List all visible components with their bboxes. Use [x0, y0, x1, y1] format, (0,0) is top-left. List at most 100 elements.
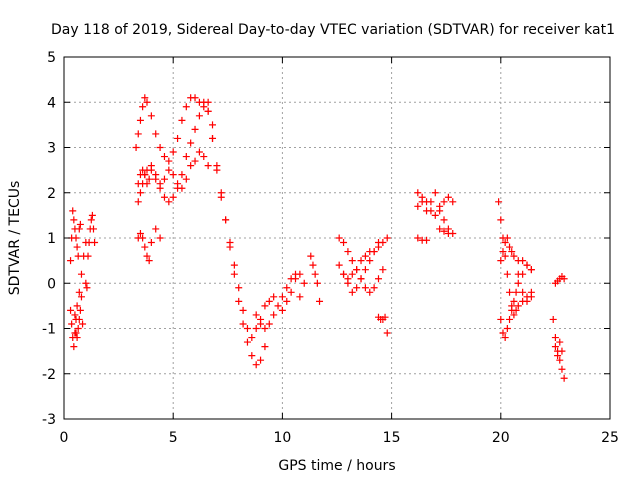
x-tick-label: 10 — [273, 430, 291, 446]
data-point — [147, 162, 155, 170]
data-point — [414, 189, 422, 197]
data-point — [335, 234, 343, 242]
series-arc3b — [278, 275, 308, 314]
data-point — [143, 98, 151, 106]
data-point — [141, 243, 149, 251]
data-point — [506, 288, 514, 296]
data-point — [549, 315, 557, 323]
data-point — [226, 243, 234, 251]
data-point — [556, 356, 564, 364]
data-point — [139, 234, 147, 242]
data-point — [136, 229, 144, 237]
data-point — [514, 279, 522, 287]
data-point — [427, 198, 435, 206]
data-point — [156, 144, 164, 151]
data-point — [357, 275, 365, 283]
data-point — [136, 189, 144, 197]
data-point — [335, 261, 343, 269]
data-point — [204, 107, 212, 115]
y-tick-label: 5 — [47, 50, 56, 66]
series-arc6a — [414, 193, 457, 219]
series-arc4 — [307, 252, 324, 305]
series-arc3a — [252, 270, 304, 332]
data-point — [261, 325, 269, 332]
y-axis-label: SDTVAR / TECUs — [7, 181, 23, 296]
y-tick-label: 2 — [47, 186, 56, 202]
data-point — [145, 257, 153, 265]
series-arc1d — [82, 211, 99, 292]
data-point — [523, 261, 531, 269]
data-point — [300, 279, 308, 287]
data-point — [296, 270, 304, 278]
data-point — [313, 279, 321, 287]
series-arc1b — [67, 207, 84, 265]
data-point — [554, 352, 562, 360]
data-point — [292, 275, 300, 283]
data-point — [501, 239, 509, 247]
data-point — [169, 148, 177, 156]
data-point — [89, 225, 97, 233]
data-point — [70, 343, 78, 351]
data-point — [436, 202, 444, 210]
y-tick-label: 0 — [47, 276, 56, 292]
data-point — [174, 134, 182, 142]
data-point — [344, 248, 352, 256]
data-point — [551, 334, 559, 342]
data-point — [252, 361, 260, 369]
data-point — [152, 130, 160, 138]
data-point — [160, 153, 168, 161]
data-point — [316, 297, 324, 305]
x-tick-label: 25 — [601, 430, 619, 446]
series-arc2d — [134, 225, 164, 265]
data-point — [132, 144, 140, 151]
data-point — [261, 302, 269, 310]
data-point — [88, 211, 96, 219]
series-arc6c — [414, 225, 457, 244]
data-point — [361, 284, 369, 292]
data-point — [73, 302, 81, 310]
data-point — [309, 261, 317, 269]
data-point — [510, 311, 518, 319]
data-point — [265, 320, 273, 328]
data-point — [501, 252, 509, 260]
data-point — [165, 166, 173, 174]
y-tick-label: -2 — [42, 367, 56, 383]
chart-title: Day 118 of 2019, Sidereal Day-to-day VTE… — [51, 22, 615, 38]
data-point — [495, 198, 503, 206]
data-point — [527, 293, 535, 301]
data-point — [383, 234, 391, 242]
data-point — [265, 297, 273, 305]
data-point — [182, 153, 190, 161]
data-point — [145, 175, 153, 183]
data-point — [72, 234, 80, 242]
data-point — [75, 315, 83, 323]
x-tick-label: 5 — [169, 430, 178, 446]
y-tick-label: -1 — [42, 322, 56, 338]
data-point — [239, 306, 247, 314]
data-point — [512, 288, 520, 296]
data-point — [499, 329, 507, 337]
data-point — [182, 175, 190, 183]
series-arc2a — [134, 148, 212, 192]
data-point — [283, 297, 291, 305]
data-point — [370, 284, 378, 292]
data-point — [307, 252, 315, 260]
data-point — [139, 103, 147, 111]
data-point — [77, 293, 85, 301]
data-point — [296, 293, 304, 301]
data-point — [136, 116, 144, 124]
data-point — [497, 216, 505, 224]
data-point — [187, 139, 195, 147]
x-tick-label: 0 — [60, 430, 69, 446]
data-point — [230, 261, 238, 269]
data-point — [74, 252, 82, 260]
data-point — [370, 248, 378, 256]
data-point — [178, 171, 186, 179]
data-point — [174, 184, 182, 192]
data-point — [230, 270, 238, 278]
x-axis-label: GPS time / hours — [278, 458, 395, 474]
series-arc7d — [514, 270, 535, 305]
data-point — [73, 334, 81, 342]
data-point — [209, 134, 217, 142]
